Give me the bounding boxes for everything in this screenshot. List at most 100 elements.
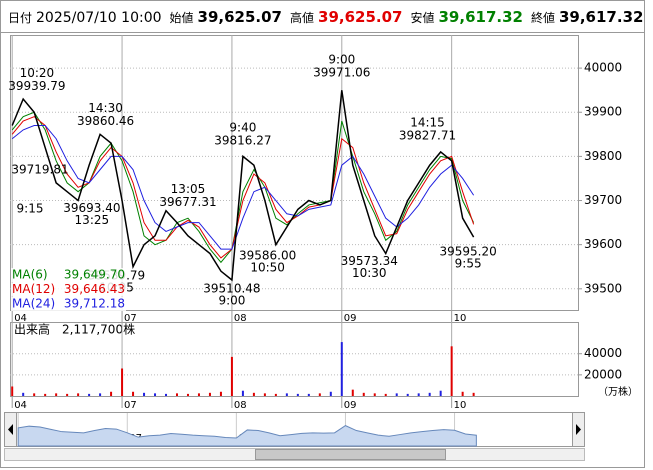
right-arrow bbox=[576, 424, 581, 435]
x-tick-label: 04 bbox=[14, 313, 27, 324]
x-tick-label: 07 bbox=[124, 313, 137, 324]
x-tick-label: 10 bbox=[454, 400, 467, 411]
y-tick-label: 40000 bbox=[584, 61, 622, 75]
annotation-value: 39677.31 bbox=[159, 195, 216, 209]
volume-bar bbox=[66, 393, 69, 396]
volume-bar bbox=[208, 392, 211, 396]
volume-bar bbox=[11, 386, 14, 396]
left-arrow bbox=[8, 424, 13, 435]
header-label: 日付 bbox=[8, 11, 33, 25]
legend-label: MA(12) bbox=[12, 282, 55, 296]
annotation-value: 39510.48 bbox=[203, 282, 260, 296]
annotation-value: 39827.71 bbox=[399, 129, 456, 143]
annotation-time: 9:00 bbox=[218, 294, 245, 308]
annotation-time: 9:15 bbox=[17, 202, 44, 216]
volume-bar bbox=[329, 391, 332, 396]
header-value: 39,617.32 bbox=[438, 8, 523, 26]
volume-title: 出来高 2,117,700株 bbox=[14, 322, 135, 337]
volume-bar bbox=[186, 393, 189, 396]
annotation-time: 10:50 bbox=[250, 260, 285, 274]
annotation-value: 39693.40 bbox=[63, 201, 120, 215]
volume-bar bbox=[99, 393, 102, 396]
header-label: 始値 bbox=[169, 11, 194, 25]
annotation-value: 39595.20 bbox=[440, 244, 497, 258]
volume-bar bbox=[395, 393, 398, 396]
annotation-value: 39719.81 bbox=[11, 163, 68, 177]
volume-bar bbox=[197, 393, 200, 396]
annotation-time: 14:15 bbox=[410, 116, 445, 130]
price-line bbox=[11, 90, 475, 282]
volume-bar bbox=[406, 393, 409, 396]
volume-bar bbox=[274, 393, 277, 396]
volume-bar bbox=[373, 393, 376, 396]
y-tick-label: 20000 bbox=[584, 367, 622, 381]
volume-panel bbox=[10, 322, 579, 397]
volume-bar bbox=[351, 389, 354, 396]
x-tick-label: 08 bbox=[234, 400, 247, 411]
volume-bar bbox=[77, 393, 80, 396]
annotation-value: 39573.34 bbox=[341, 254, 398, 268]
navigator-area bbox=[17, 425, 477, 447]
annotation-time: 14:30 bbox=[88, 101, 123, 115]
volume-bar bbox=[285, 393, 288, 396]
legend-box bbox=[11, 282, 126, 297]
annotation-value: 39971.06 bbox=[313, 65, 370, 79]
volume-bar bbox=[121, 368, 124, 396]
legend-box bbox=[11, 268, 126, 282]
volume-unit: （万株） bbox=[598, 385, 638, 398]
annotation-time: 13:05 bbox=[171, 182, 206, 196]
header-value: 39,625.07 bbox=[318, 8, 403, 26]
volume-bar bbox=[110, 391, 113, 396]
annotation-time: 10:20 bbox=[20, 66, 55, 80]
volume-bar bbox=[230, 356, 233, 396]
x-tick-label: 09 bbox=[344, 400, 357, 411]
y-tick-label: 39500 bbox=[584, 281, 622, 295]
volume-bar bbox=[143, 392, 146, 396]
header-label: 終値 bbox=[530, 11, 555, 25]
volume-bar bbox=[439, 390, 442, 396]
scrollbar-thumb[interactable] bbox=[255, 449, 446, 460]
y-tick-label: 40000 bbox=[584, 346, 622, 360]
y-tick-label: 39800 bbox=[584, 149, 622, 163]
legend-value: 39,646.43 bbox=[64, 282, 125, 296]
volume-bar bbox=[241, 390, 244, 396]
volume-bar bbox=[252, 392, 255, 396]
header: 日付 2025/07/10 10:00 始値 39,625.07 高値 39,625.07… bbox=[8, 8, 647, 26]
annotation-value: 39860.46 bbox=[77, 114, 134, 128]
volume-bar bbox=[318, 393, 321, 396]
volume-bar bbox=[88, 393, 91, 396]
volume-bar bbox=[132, 391, 135, 396]
volume-bar bbox=[44, 393, 47, 396]
annotation-value: 39939.79 bbox=[8, 79, 65, 93]
annotation-value: 39586.00 bbox=[239, 248, 296, 262]
header-value: 2025/07/10 10:00 bbox=[36, 10, 162, 26]
x-tick-label: 08 bbox=[234, 313, 247, 324]
legend-box bbox=[11, 297, 126, 311]
x-tick-label: 10 bbox=[454, 313, 467, 324]
volume-bar bbox=[384, 393, 387, 396]
price-panel bbox=[10, 35, 579, 311]
annotation-time: 13:25 bbox=[75, 213, 110, 227]
y-tick-label: 39700 bbox=[584, 193, 622, 207]
volume-bar bbox=[417, 393, 420, 396]
legend-label: MA(6) bbox=[12, 268, 48, 282]
header-label: 安値 bbox=[410, 11, 435, 25]
header-value: 39,625.07 bbox=[197, 8, 282, 26]
legend-label: MA(24) bbox=[12, 297, 55, 311]
x-tick-label: 09 bbox=[344, 313, 357, 324]
x-tick-label: 07 bbox=[124, 400, 137, 411]
volume-bar bbox=[428, 392, 431, 396]
volume-bar bbox=[55, 393, 58, 396]
volume-bar bbox=[175, 393, 178, 396]
volume-bar bbox=[307, 393, 310, 396]
volume-bar bbox=[450, 346, 453, 396]
x-tick-label: 04 bbox=[14, 400, 27, 411]
volume-bar bbox=[296, 393, 299, 396]
annotation-time: 9:40 bbox=[229, 121, 256, 135]
header-value: 39,617.32 bbox=[558, 8, 644, 26]
volume-bar bbox=[263, 393, 266, 396]
volume-bar bbox=[165, 393, 168, 396]
